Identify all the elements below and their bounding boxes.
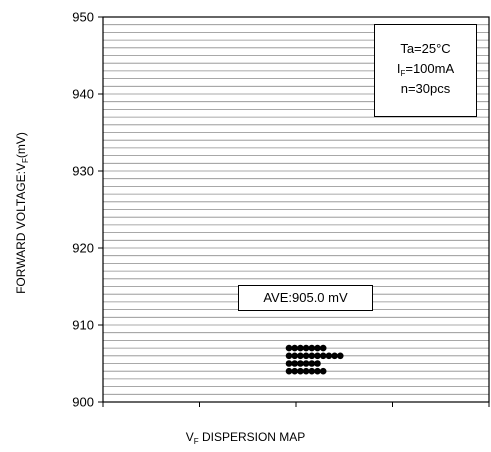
y-tick-label: 910 (72, 318, 94, 333)
data-point (302, 352, 310, 360)
current-label-main: I (396, 61, 401, 76)
data-point (285, 360, 293, 367)
x-axis-label-main: V (185, 430, 194, 444)
data-point (291, 344, 299, 352)
data-point (314, 352, 321, 360)
data-point (308, 344, 316, 352)
y-tick-label: 930 (72, 164, 94, 179)
y-axis-ticks: 950 940 930 920 910 900 (72, 10, 103, 410)
data-point (291, 360, 299, 367)
data-point (319, 367, 327, 375)
data-point (297, 367, 304, 375)
y-axis-label-sub: F (21, 158, 30, 163)
data-point (325, 352, 333, 360)
current-label: IF=100mA (375, 59, 476, 79)
x-axis-label-sub: F (193, 437, 199, 446)
data-point (285, 344, 293, 352)
current-label-rest: =100mA (405, 61, 455, 76)
x-axis-ticks (102, 402, 490, 407)
data-point (285, 367, 293, 375)
conditions-box: Ta=25°C IF=100mA n=30pcs (374, 24, 477, 117)
data-point (297, 344, 304, 352)
data-point (308, 360, 316, 367)
data-point (297, 360, 304, 367)
y-axis-label-main: FORWARD VOLTAGE:V (14, 163, 28, 294)
data-point (314, 344, 321, 352)
data-point (302, 344, 310, 352)
y-tick-label: 940 (72, 87, 94, 102)
y-axis-label: FORWARD VOLTAGE:VF(mV) (13, 73, 30, 353)
data-point (291, 367, 299, 375)
data-point (331, 352, 338, 360)
average-label: AVE:905.0 mV (238, 285, 373, 311)
data-point (337, 352, 344, 360)
x-axis-label-rest: DISPERSION MAP (198, 430, 306, 444)
data-point (314, 360, 321, 367)
data-point (285, 352, 293, 360)
data-point (291, 352, 299, 360)
y-axis-label-rest: (mV) (14, 132, 28, 159)
y-tick-label: 900 (72, 395, 94, 410)
y-tick-label: 920 (72, 241, 94, 256)
data-point (297, 352, 304, 360)
data-point (308, 352, 316, 360)
current-label-sub: F (400, 69, 406, 78)
data-points (285, 344, 344, 375)
data-point (302, 367, 310, 375)
data-point (308, 367, 316, 375)
data-point (319, 352, 327, 360)
data-point (302, 360, 310, 367)
temperature-label: Ta=25°C (400, 41, 451, 56)
data-point (319, 344, 327, 352)
y-tick-label: 950 (72, 10, 94, 25)
sample-count-label: n=30pcs (400, 81, 451, 96)
x-axis-label: VF DISPERSION MAP (0, 429, 491, 446)
data-point (314, 367, 321, 375)
